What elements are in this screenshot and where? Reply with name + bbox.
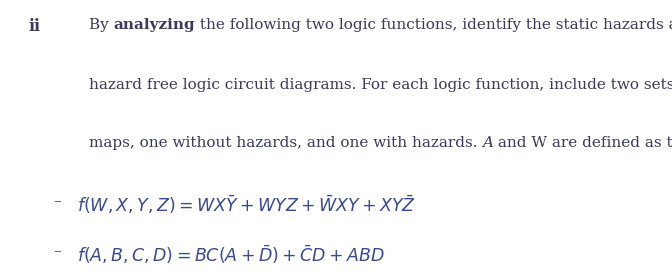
Text: –: – xyxy=(54,194,61,208)
Text: ii: ii xyxy=(28,18,40,35)
Text: $f(A,B,C,D) = BC(A + \bar{D}) + \bar{C}D + ABD$: $f(A,B,C,D) = BC(A + \bar{D}) + \bar{C}D… xyxy=(77,244,385,266)
Text: analyzing: analyzing xyxy=(114,18,195,32)
Text: the following two logic functions, identify the static hazards and draw the: the following two logic functions, ident… xyxy=(195,18,672,32)
Text: By: By xyxy=(89,18,114,32)
Text: and W are defined as the MSB:: and W are defined as the MSB: xyxy=(493,136,672,150)
Text: maps, one without hazards, and one with hazards.: maps, one without hazards, and one with … xyxy=(89,136,482,150)
Text: –: – xyxy=(54,244,61,258)
Text: A: A xyxy=(482,136,493,150)
Text: hazard free logic circuit diagrams. For each logic function, include two sets of: hazard free logic circuit diagrams. For … xyxy=(89,78,672,92)
Text: $f(W,X,Y,Z) = WX\bar{Y} + WYZ + \bar{W}XY + XY\bar{Z}$: $f(W,X,Y,Z) = WX\bar{Y} + WYZ + \bar{W}X… xyxy=(77,194,417,216)
